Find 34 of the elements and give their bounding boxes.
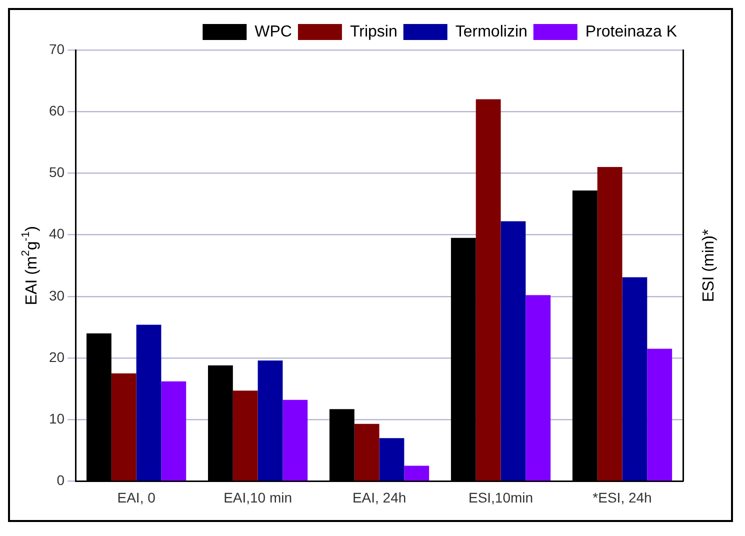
legend-label: WPC [254,23,292,40]
y-tick-label: 50 [48,164,65,180]
x-tick-label: EAI,10 min [224,489,292,506]
y-axis-title: EAI (m2g-1) [20,226,40,306]
bar [404,466,430,481]
y2-axis-title: ESI (min)* [700,229,718,302]
legend-label: Proteinaza K [585,23,678,40]
y-tick-label: 40 [48,226,65,242]
x-tick-label: EAI, 0 [117,489,156,506]
bar [136,324,162,481]
bar [354,424,380,481]
bar [282,400,308,481]
bar [258,360,283,481]
x-tick-label: ESI,10min [468,489,534,506]
legend-label: Termolizin [455,23,528,40]
y-tick-label: 20 [48,348,65,365]
bar [526,295,551,481]
x-tick-label: EAI, 24h [352,489,406,506]
y-tick-label: 60 [48,102,65,118]
y-tick-label: 10 [48,410,65,426]
bar [597,167,622,481]
bar [500,221,526,481]
bar [647,348,672,481]
x-tick-label: *ESI, 24h [592,489,652,506]
y-tick-label: 30 [48,287,65,304]
bar [379,438,404,481]
legend-label: Tripsin [350,23,398,40]
bar [232,390,258,481]
bar [111,373,136,481]
bar [622,277,648,481]
bar [476,99,501,481]
bar [161,381,186,481]
y-tick-label: 0 [56,472,65,488]
y-tick-label: 70 [48,40,65,57]
